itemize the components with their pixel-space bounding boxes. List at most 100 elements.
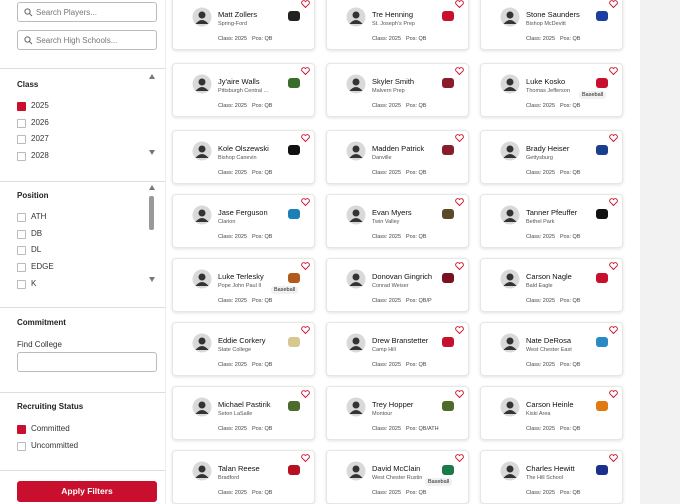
- player-card[interactable]: Brady Heiser Gettysburg Class: 2025 Pos: QB: [480, 130, 623, 184]
- player-name[interactable]: Jase Ferguson: [218, 208, 268, 217]
- player-name[interactable]: Talan Reese: [218, 464, 260, 473]
- option-label[interactable]: Uncommitted: [31, 440, 79, 450]
- option-label[interactable]: DL: [31, 245, 42, 255]
- option-label[interactable]: 2026: [31, 117, 49, 127]
- favorite-heart[interactable]: [609, 198, 618, 206]
- apply-button[interactable]: Apply Filters: [17, 481, 157, 502]
- checkbox[interactable]: [17, 279, 26, 289]
- player-card[interactable]: Luke Kosko Thomas Jefferson Class: 2025 Pos…: [480, 63, 623, 117]
- favorite-heart[interactable]: [455, 134, 464, 142]
- favorite-heart[interactable]: [609, 0, 618, 8]
- player-name[interactable]: Luke Terlesky: [218, 272, 264, 281]
- college-input[interactable]: [17, 352, 157, 372]
- favorite-heart[interactable]: [301, 454, 310, 462]
- option-label[interactable]: DB: [31, 228, 43, 238]
- favorite-heart[interactable]: [609, 390, 618, 398]
- favorite-heart[interactable]: [301, 67, 310, 75]
- favorite-heart[interactable]: [301, 262, 310, 270]
- player-name[interactable]: Charles Hewitt: [526, 464, 575, 473]
- option-label[interactable]: Committed: [31, 424, 70, 433]
- checkbox[interactable]: [17, 102, 26, 111]
- player-name[interactable]: Tre Henning: [372, 10, 413, 19]
- checkbox[interactable]: [17, 229, 26, 239]
- checkbox[interactable]: [17, 213, 26, 222]
- search-schools[interactable]: Search High Schools...: [17, 30, 157, 50]
- favorite-heart[interactable]: [455, 67, 464, 75]
- player-name[interactable]: Brady Heiser: [526, 144, 570, 153]
- player-name[interactable]: Jy'aire Walls: [218, 77, 260, 86]
- option-label[interactable]: 2025: [31, 101, 49, 110]
- player-card[interactable]: Trey Hopper Montour Class: 2025 Pos: QB/ATH: [326, 386, 469, 440]
- player-card[interactable]: Skyler Smith Malvern Prep Class: 2025 Pos: …: [326, 63, 469, 117]
- player-name[interactable]: Luke Kosko: [526, 77, 566, 86]
- option-label[interactable]: ATH: [31, 212, 47, 221]
- player-name[interactable]: Nate DeRosa: [526, 336, 572, 345]
- player-card[interactable]: Talan Reese Bradford Class: 2025 Pos: QB: [172, 450, 315, 504]
- player-name[interactable]: David McClain: [372, 464, 421, 473]
- player-name[interactable]: Tanner Pfeuffer: [526, 208, 578, 217]
- player-card[interactable]: Carson Heinle Kiski Area Class: 2025 Pos: Q…: [480, 386, 623, 440]
- player-name[interactable]: Trey Hopper: [372, 400, 414, 409]
- player-name[interactable]: Carson Heinle: [526, 400, 574, 409]
- option-label[interactable]: K: [31, 278, 37, 288]
- favorite-heart[interactable]: [455, 198, 464, 206]
- player-card[interactable]: Stone Saunders Bishop McDevitt Class: 2025…: [480, 0, 623, 50]
- favorite-heart[interactable]: [455, 0, 464, 8]
- divider: [0, 181, 165, 182]
- player-card[interactable]: Matt Zollers Spring-Ford Class: 2025 Pos: Q…: [172, 0, 315, 50]
- favorite-heart[interactable]: [609, 262, 618, 270]
- player-card[interactable]: Drew Branstetter Camp Hill Class: 2025 Pos:…: [326, 322, 469, 376]
- favorite-heart[interactable]: [609, 454, 618, 462]
- player-name[interactable]: Evan Myers: [372, 208, 412, 217]
- option-label[interactable]: 2028: [31, 151, 49, 161]
- favorite-heart[interactable]: [609, 326, 618, 334]
- player-name[interactable]: Stone Saunders: [526, 10, 580, 19]
- player-card[interactable]: Charles Hewitt The Hill School Class: 2025…: [480, 450, 623, 504]
- player-card[interactable]: Nate DeRosa West Chester East Class: 2025 P…: [480, 322, 623, 376]
- player-card[interactable]: Eddie Corkery State College Class: 2025 Pos…: [172, 322, 315, 376]
- player-card[interactable]: Jy'aire Walls Pittsburgh Central ... Class…: [172, 63, 315, 117]
- favorite-heart[interactable]: [609, 134, 618, 142]
- player-card[interactable]: Tanner Pfeuffer Bethel Park Class: 2025 Pos…: [480, 194, 623, 248]
- checkbox[interactable]: [17, 263, 26, 273]
- section-title: Position: [17, 191, 49, 200]
- player-card[interactable]: Tre Henning St. Joseph's Prep Class: 2025 P…: [326, 0, 469, 50]
- checkbox[interactable]: [17, 118, 26, 128]
- favorite-heart[interactable]: [301, 198, 310, 206]
- favorite-heart[interactable]: [301, 326, 310, 334]
- favorite-heart[interactable]: [301, 390, 310, 398]
- player-card[interactable]: Kole Olszewski Bishop Canevin Class: 2025 P…: [172, 130, 315, 184]
- checkbox[interactable]: [17, 246, 26, 256]
- checkbox[interactable]: [17, 441, 26, 451]
- favorite-heart[interactable]: [455, 454, 464, 462]
- search-players[interactable]: Search Players...: [17, 2, 157, 22]
- player-name[interactable]: Drew Branstetter: [372, 336, 429, 345]
- player-name[interactable]: Donovan Gingrich: [372, 272, 433, 281]
- player-name[interactable]: Carson Nagle: [526, 272, 572, 281]
- option-label[interactable]: EDGE: [31, 262, 54, 272]
- player-name[interactable]: Eddie Corkery: [218, 336, 266, 345]
- checkbox[interactable]: [17, 425, 26, 434]
- player-card[interactable]: Evan Myers Twin Valley Class: 2025 Pos: QB: [326, 194, 469, 248]
- favorite-heart[interactable]: [455, 262, 464, 270]
- player-name[interactable]: Michael Pastirik: [218, 400, 271, 409]
- favorite-heart[interactable]: [609, 67, 618, 75]
- checkbox[interactable]: [17, 135, 26, 145]
- player-card[interactable]: David McClain West Chester Rustin Class: 2…: [326, 450, 469, 504]
- option-label[interactable]: 2027: [31, 134, 49, 144]
- player-name[interactable]: Matt Zollers: [218, 10, 258, 19]
- player-name[interactable]: Kole Olszewski: [218, 144, 269, 153]
- player-card[interactable]: Carson Nagle Bald Eagle Class: 2025 Pos: QB: [480, 258, 623, 312]
- favorite-heart[interactable]: [455, 390, 464, 398]
- favorite-heart[interactable]: [301, 134, 310, 142]
- player-card[interactable]: Michael Pastirik Seton LaSalle Class: 2025…: [172, 386, 315, 440]
- player-name[interactable]: Skyler Smith: [372, 77, 415, 86]
- player-card[interactable]: Madden Patrick Danville Class: 2025 Pos: QB: [326, 130, 469, 184]
- favorite-heart[interactable]: [301, 0, 310, 8]
- favorite-heart[interactable]: [455, 326, 464, 334]
- checkbox[interactable]: [17, 152, 26, 162]
- player-card[interactable]: Luke Terlesky Pope John Paul II Class: 202…: [172, 258, 315, 312]
- player-card[interactable]: Donovan Gingrich Conrad Weiser Class: 2025…: [326, 258, 469, 312]
- player-card[interactable]: Jase Ferguson Clarion Class: 2025 Pos: QB: [172, 194, 315, 248]
- player-name[interactable]: Madden Patrick: [372, 144, 425, 153]
